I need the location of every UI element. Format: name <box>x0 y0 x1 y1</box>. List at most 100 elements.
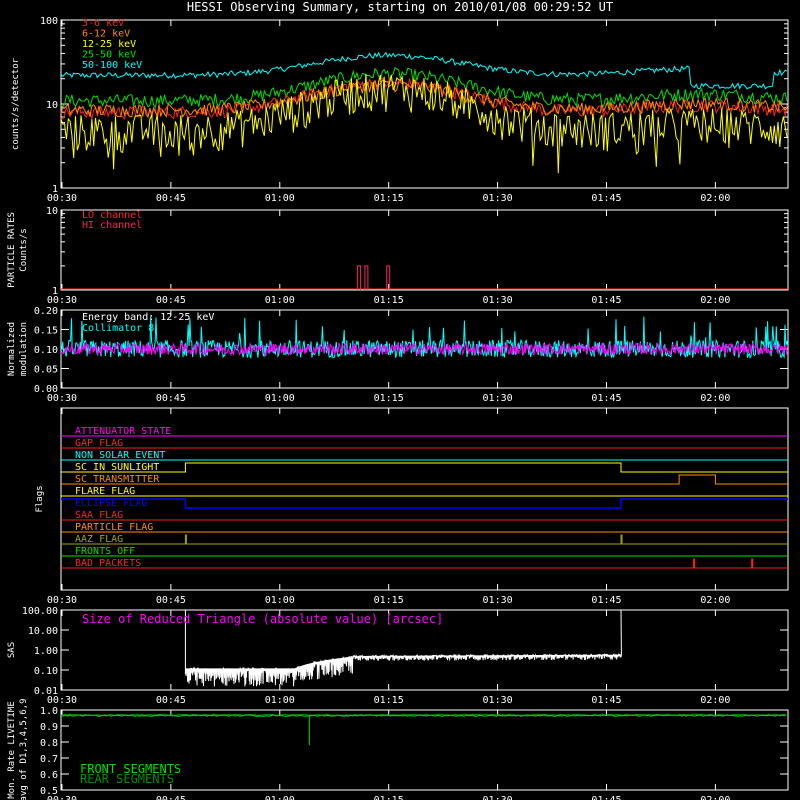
series-line-25-50-keV <box>60 67 788 109</box>
y-axis-label-2: Counts/s <box>19 228 29 271</box>
flag-label: SC IN SUNLIGHT <box>75 462 159 473</box>
y-tick-label: 0.7 <box>40 754 58 765</box>
flag-label: SC TRANSMITTER <box>75 474 160 485</box>
flag-label: FLARE FLAG <box>75 486 135 497</box>
x-tick-label: 00:30 <box>47 795 77 800</box>
y-tick-label: 0.6 <box>40 770 58 781</box>
y-tick-label: 0.10 <box>34 666 58 677</box>
sas-triangle-series <box>184 609 622 687</box>
panel-frame-2 <box>60 209 789 291</box>
x-tick-label: 00:45 <box>156 193 186 204</box>
flag-label: SAA FLAG <box>75 510 123 521</box>
x-tick-label: 01:30 <box>483 393 513 404</box>
x-tick-label: 01:30 <box>483 193 513 204</box>
y-tick-label: 0.01 <box>34 686 58 697</box>
panel-frame-1 <box>60 19 789 189</box>
particle-spike <box>386 265 391 290</box>
livetime-series-REAR-SEGMENTS <box>60 713 787 716</box>
modulation-series-2 <box>60 341 789 357</box>
flag-line <box>61 474 788 485</box>
x-tick-label: 01:00 <box>265 595 295 606</box>
legend-entry: LO channel <box>82 210 142 221</box>
x-tick-label: 00:30 <box>47 595 77 606</box>
x-tick-label: 02:00 <box>700 393 730 404</box>
livetime-series-FRONT-SEGMENTS <box>60 714 787 746</box>
x-tick-label: 02:00 <box>700 795 730 800</box>
y-axis-label: counts/s/detector <box>11 57 21 150</box>
y-tick-label: 100.00 <box>22 606 58 617</box>
flag-label: PARTICLE FLAG <box>75 522 153 533</box>
x-tick-label: 00:45 <box>156 695 186 706</box>
y-tick-label: 1 <box>52 184 58 195</box>
x-tick-label: 00:30 <box>47 295 77 306</box>
legend-entry: REAR SEGMENTS <box>80 772 174 786</box>
flag-line <box>61 534 788 545</box>
panel-frame-6 <box>60 709 789 791</box>
y-tick-label: 1.0 <box>40 706 58 717</box>
flag-label: GAP FLAG <box>75 438 123 449</box>
y-tick-label: 0.15 <box>34 326 58 337</box>
y-tick-label: 1 <box>52 286 58 297</box>
flag-line <box>61 462 788 473</box>
x-tick-label: 00:45 <box>156 295 186 306</box>
x-tick-label: 01:45 <box>591 393 621 404</box>
x-tick-label: 02:00 <box>700 695 730 706</box>
flag-label: BAD PACKETS <box>75 558 141 569</box>
y-axis-label-2: avg of D1,3,4,5,6,9 <box>19 699 29 800</box>
particle-spike <box>357 265 362 290</box>
x-tick-label: 01:30 <box>483 695 513 706</box>
modulation-series-1 <box>60 316 789 359</box>
x-tick-label: 01:15 <box>374 795 404 800</box>
legend-entry: 50-100 keV <box>82 60 142 71</box>
x-tick-label: 01:00 <box>265 393 295 404</box>
y-axis-label: PARTICLE RATES <box>7 212 17 288</box>
x-tick-label: 01:30 <box>483 795 513 800</box>
x-tick-label: 01:00 <box>265 695 295 706</box>
y-tick-label: 0.05 <box>34 365 58 376</box>
x-tick-label: 02:00 <box>700 193 730 204</box>
x-tick-label: 00:30 <box>47 695 77 706</box>
flag-label: ATTENUATOR STATE <box>75 426 171 437</box>
y-axis-label-2: modulation <box>19 322 29 376</box>
x-tick-label: 00:30 <box>47 393 77 404</box>
x-tick-label: 00:45 <box>156 795 186 800</box>
x-tick-label: 01:15 <box>374 193 404 204</box>
y-tick-label: 0.8 <box>40 738 58 749</box>
y-axis-label: Flags <box>35 485 45 512</box>
x-tick-label: 01:00 <box>265 795 295 800</box>
flag-label: ECLIPSE FLAG <box>75 498 147 509</box>
y-axis-label: Normalized <box>7 322 17 376</box>
x-tick-label: 00:30 <box>47 193 77 204</box>
energy-band-annotation: Energy band: 12-25 keV <box>82 312 214 323</box>
x-tick-label: 01:00 <box>265 193 295 204</box>
x-tick-label: 01:00 <box>265 295 295 306</box>
flag-line <box>61 498 788 509</box>
y-tick-label: 10.00 <box>28 626 58 637</box>
y-tick-label: 0.20 <box>34 306 58 317</box>
legend-entry: 12-25 keV <box>82 39 136 50</box>
x-tick-label: 01:30 <box>483 295 513 306</box>
y-tick-label: 0.5 <box>40 786 58 797</box>
y-tick-label: 100 <box>40 16 58 27</box>
x-tick-label: 01:45 <box>591 295 621 306</box>
page-title: HESSI Observing Summary, starting on 201… <box>186 0 614 14</box>
x-tick-label: 01:45 <box>591 695 621 706</box>
x-tick-label: 02:00 <box>700 295 730 306</box>
flag-line <box>61 558 788 569</box>
y-tick-label: 1.00 <box>34 646 58 657</box>
x-tick-label: 01:15 <box>374 695 404 706</box>
x-tick-label: 01:15 <box>374 393 404 404</box>
y-tick-label: 0.9 <box>40 722 58 733</box>
flag-label: NON SOLAR EVENT <box>75 450 165 461</box>
legend-entry: 25-50 keV <box>82 50 136 61</box>
y-axis-label: SAS <box>7 642 17 658</box>
y-tick-label: 10 <box>46 100 58 111</box>
flag-label: FRONTS OFF <box>75 546 135 557</box>
y-tick-label: 0.10 <box>34 345 58 356</box>
y-tick-label: 0.00 <box>34 384 58 395</box>
legend-entry: 6-12 keV <box>82 29 130 40</box>
y-tick-label: 10 <box>46 206 58 217</box>
series-line-50-100-keV <box>60 51 788 90</box>
flag-label: AAZ FLAG <box>75 534 123 545</box>
